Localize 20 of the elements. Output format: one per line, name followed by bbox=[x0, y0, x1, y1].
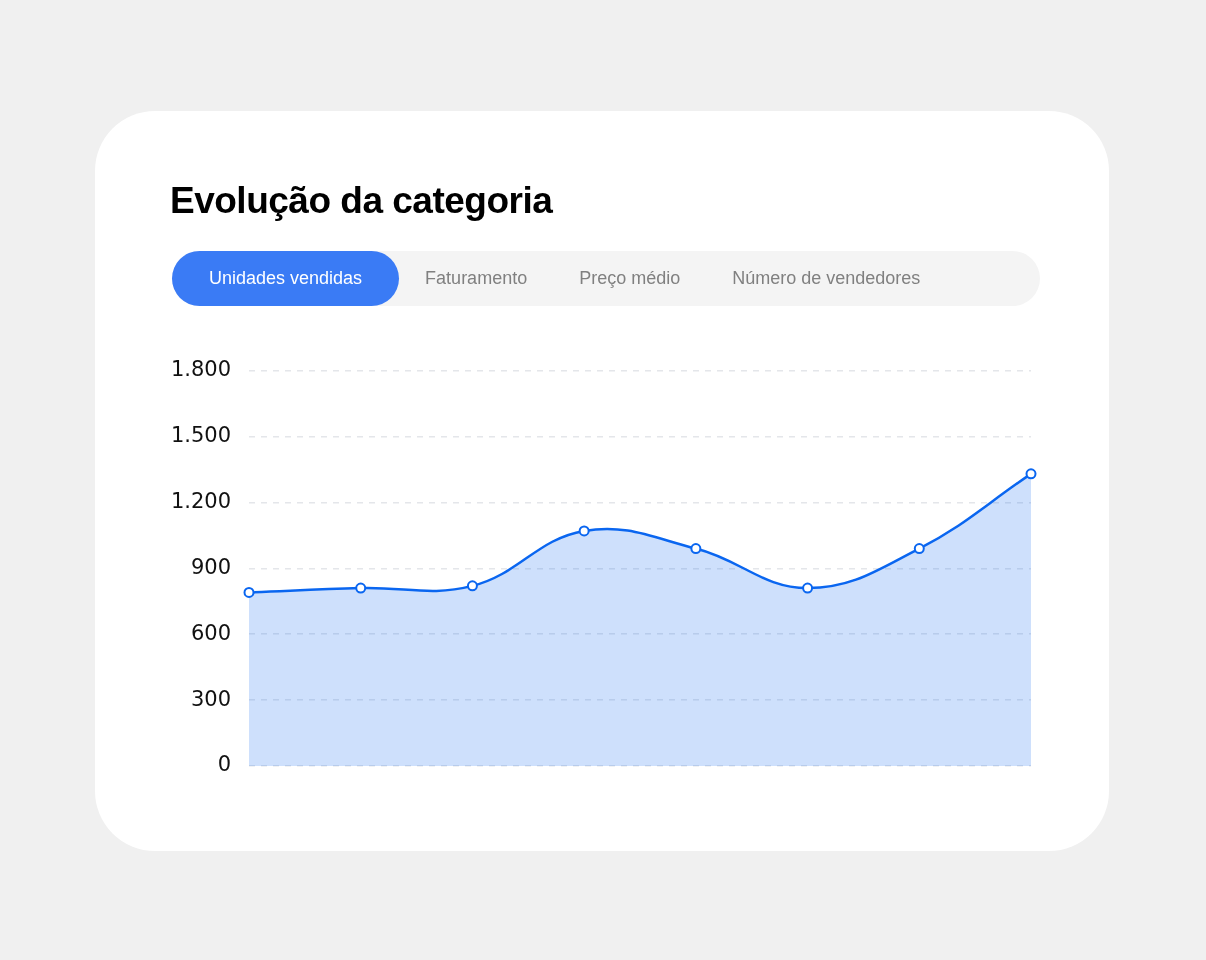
y-tick-label: 1.800 bbox=[170, 357, 231, 382]
y-tick-label: 0 bbox=[217, 752, 231, 777]
point bbox=[690, 543, 702, 555]
text: Número de vendedores bbox=[731, 267, 922, 290]
chart-title: Evolução da categoria bbox=[170, 180, 553, 222]
text: Preço médio bbox=[578, 267, 682, 290]
text: Faturamento bbox=[424, 267, 529, 290]
y-tick-label: 300 bbox=[190, 686, 231, 711]
point bbox=[355, 582, 367, 594]
y-tick-label: 1.200 bbox=[170, 488, 231, 513]
y-tick-label: 600 bbox=[190, 620, 231, 645]
y-tick-label: 1.500 bbox=[170, 422, 231, 447]
point bbox=[578, 525, 590, 537]
point bbox=[243, 586, 255, 598]
point bbox=[1025, 468, 1037, 480]
point bbox=[913, 543, 925, 555]
y-tick-label: 900 bbox=[190, 554, 231, 579]
point bbox=[466, 580, 478, 592]
text: Unidades vendidas bbox=[172, 251, 400, 306]
point bbox=[802, 582, 814, 594]
